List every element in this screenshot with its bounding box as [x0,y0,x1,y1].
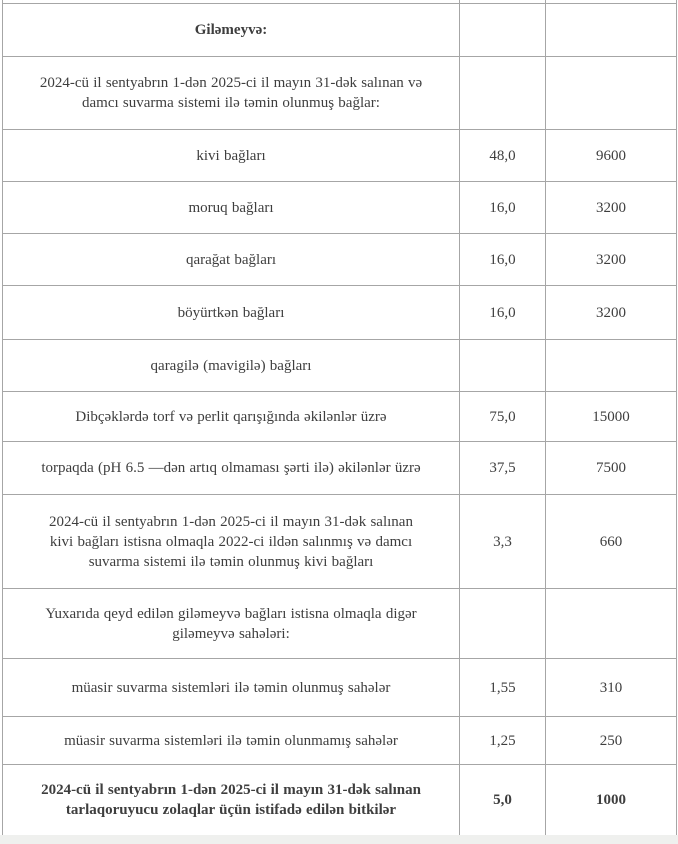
item-cell: Yuxarıda qeyd edilən giləmeyvə bağları i… [2,588,460,659]
table-row: kivi bağları 48,0 9600 [2,129,677,182]
rate-cell [459,3,546,57]
amount-cell: 3200 [545,233,677,286]
page-background-band [0,835,678,844]
amount-cell: 660 [545,494,677,589]
item-cell: kivi bağları [2,129,460,182]
item-cell: müasir suvarma sistemləri ilə təmin olun… [2,658,460,717]
table-row: qarağat bağları 16,0 3200 [2,233,677,286]
amount-cell: 1000 [545,764,677,836]
table-row: moruq bağları 16,0 3200 [2,181,677,234]
item-cell: böyürtkən bağları [2,285,460,340]
amount-cell [545,339,677,392]
item-cell: 2024-cü il sentyabrın 1-dən 2025-ci il m… [2,764,460,836]
rate-cell: 48,0 [459,129,546,182]
amount-cell: 250 [545,716,677,765]
item-cell: Giləmeyvə: [2,3,460,57]
table-row: 2024-cü il sentyabrın 1-dən 2025-ci il m… [2,494,677,589]
rate-cell: 5,0 [459,764,546,836]
amount-cell: 7500 [545,441,677,495]
item-cell: qaragilə (mavigilə) bağları [2,339,460,392]
amount-cell [545,3,677,57]
amount-cell: 3200 [545,181,677,234]
amount-cell: 9600 [545,129,677,182]
rate-cell [459,56,546,130]
rate-cell [459,588,546,659]
item-cell: moruq bağları [2,181,460,234]
item-cell: müasir suvarma sistemləri ilə təmin olun… [2,716,460,765]
table-row-tarlaqoruyucu: 2024-cü il sentyabrın 1-dən 2025-ci il m… [2,764,677,836]
rate-cell: 16,0 [459,181,546,234]
table-row: böyürtkən bağları 16,0 3200 [2,285,677,340]
rate-cell [459,339,546,392]
rate-cell: 16,0 [459,233,546,286]
rate-cell: 3,3 [459,494,546,589]
table-row: Yuxarıda qeyd edilən giləmeyvə bağları i… [2,588,677,659]
table-row: 2024-cü il sentyabrın 1-dən 2025-ci il m… [2,56,677,130]
amount-cell: 15000 [545,391,677,442]
table-row: müasir suvarma sistemləri ilə təmin olun… [2,716,677,765]
rate-cell: 75,0 [459,391,546,442]
item-cell: Dibçəklərdə torf və perlit qarışığında ə… [2,391,460,442]
rate-cell: 1,55 [459,658,546,717]
amount-cell [545,588,677,659]
table-row: müasir suvarma sistemləri ilə təmin olun… [2,658,677,717]
item-cell: 2024-cü il sentyabrın 1-dən 2025-ci il m… [2,494,460,589]
rate-cell: 16,0 [459,285,546,340]
amount-cell [545,56,677,130]
rate-cell: 37,5 [459,441,546,495]
table-row-section-gilemeyve: Giləmeyvə: [2,3,677,57]
rate-cell: 1,25 [459,716,546,765]
item-cell: 2024-cü il sentyabrın 1-dən 2025-ci il m… [2,56,460,130]
table-row: torpaqda (pH 6.5 —dən artıq olmaması şər… [2,441,677,495]
item-cell: qarağat bağları [2,233,460,286]
item-cell: torpaqda (pH 6.5 —dən artıq olmaması şər… [2,441,460,495]
table-row: Dibçəklərdə torf və perlit qarışığında ə… [2,391,677,442]
table-row: qaragilə (mavigilə) bağları [2,339,677,392]
amount-cell: 310 [545,658,677,717]
amount-cell: 3200 [545,285,677,340]
